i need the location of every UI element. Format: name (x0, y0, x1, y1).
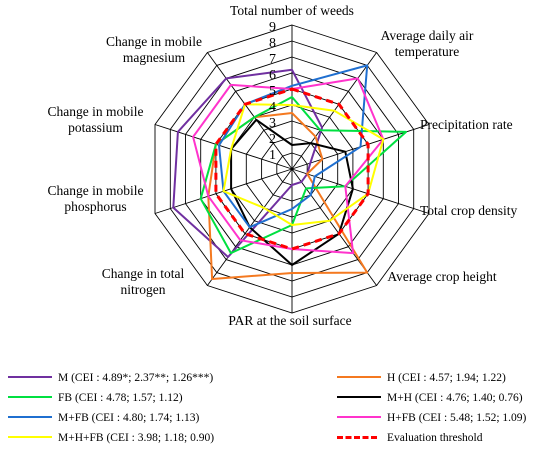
legend-label: H (CEI : 4.57; 1.94; 1.22) (387, 372, 506, 384)
axis-label-line: Change in total (101, 266, 185, 281)
legend-label: Evaluation threshold (387, 432, 483, 444)
spoke-9 (207, 52, 293, 170)
legend-label: M+H (CEI : 4.76; 1.40; 0.76) (387, 392, 523, 404)
axis-label-5: PAR at the soil surface (190, 313, 390, 329)
series-line-3 (230, 118, 354, 266)
legend-label: M+FB (CEI : 4.80; 1.74; 1.13) (58, 412, 200, 424)
legend-label: M (CEI : 4.89*; 2.37**; 1.26***) (58, 372, 214, 384)
legend-swatch (337, 376, 381, 378)
series-line-5 (192, 77, 385, 255)
axis-label-6: Change in total nitrogen (94, 266, 192, 298)
r-tick-label-1: 1 (269, 148, 276, 163)
axis-label-line: magnesium (122, 50, 186, 65)
legend-label: FB (CEI : 4.78; 1.57; 1.12) (58, 392, 183, 404)
axis-label-0: Total number of weeds (200, 3, 384, 19)
r-tick-label-9: 9 (269, 20, 276, 35)
axis-label-line: Change in mobile (47, 104, 144, 119)
series-line-0 (172, 68, 324, 258)
series-line-4 (218, 64, 369, 229)
axis-label-8: Change in mobile potassium (23, 104, 168, 136)
axis-label-9: Change in mobile magnesium (80, 34, 228, 66)
legend-label: M+H+FB (CEI : 3.98; 1.18; 0.90) (58, 432, 215, 444)
axis-label-3: Total crop density (420, 203, 550, 219)
r-tick-label-2: 2 (269, 132, 276, 147)
legend-swatch (8, 436, 52, 438)
axis-label-line: Total crop density (420, 203, 518, 218)
legend-swatch (8, 376, 52, 378)
legend: M (CEI : 4.89*; 2.37**; 1.26***) H (CEI :… (0, 364, 550, 455)
axis-label-line: potassium (68, 120, 123, 135)
series-line-1 (207, 112, 369, 280)
axis-label-line: nitrogen (120, 282, 166, 297)
r-tick-label-7: 7 (269, 52, 276, 67)
axis-label-line: Change in mobile (106, 34, 202, 49)
legend-swatch (8, 396, 52, 398)
r-tick-label-5: 5 (269, 84, 276, 99)
r-tick-label-3: 3 (269, 116, 276, 131)
axis-label-line: phosphorus (64, 199, 127, 214)
axis-label-line: Average daily air (380, 28, 474, 43)
axis-label-line: Change in mobile (47, 183, 144, 198)
axis-label-line: temperature (394, 44, 460, 59)
axis-label-2: Precipitation rate (420, 117, 550, 133)
legend-label: H+FB (CEI : 5.48; 1.52; 1.09) (387, 412, 527, 424)
series-line-6 (222, 103, 385, 226)
r-tick-label-8: 8 (269, 36, 276, 51)
axis-label-line: PAR at the soil surface (228, 313, 352, 328)
axis-label-line: Total number of weeds (230, 3, 354, 18)
legend-swatch (337, 396, 381, 398)
legend-swatch (8, 416, 52, 418)
legend-swatch (337, 416, 381, 418)
axis-label-1: Average daily air temperature (362, 28, 492, 60)
legend-swatch (337, 436, 377, 439)
axis-label-line: Precipitation rate (420, 117, 513, 132)
series-line-7 (214, 87, 370, 251)
r-tick-label-6: 6 (269, 68, 276, 83)
axis-label-line: Average crop height (387, 269, 497, 284)
axis-label-7: Change in mobile phosphorus (23, 183, 168, 215)
axis-label-4: Average crop height (372, 269, 512, 285)
r-tick-label-4: 4 (269, 100, 276, 115)
